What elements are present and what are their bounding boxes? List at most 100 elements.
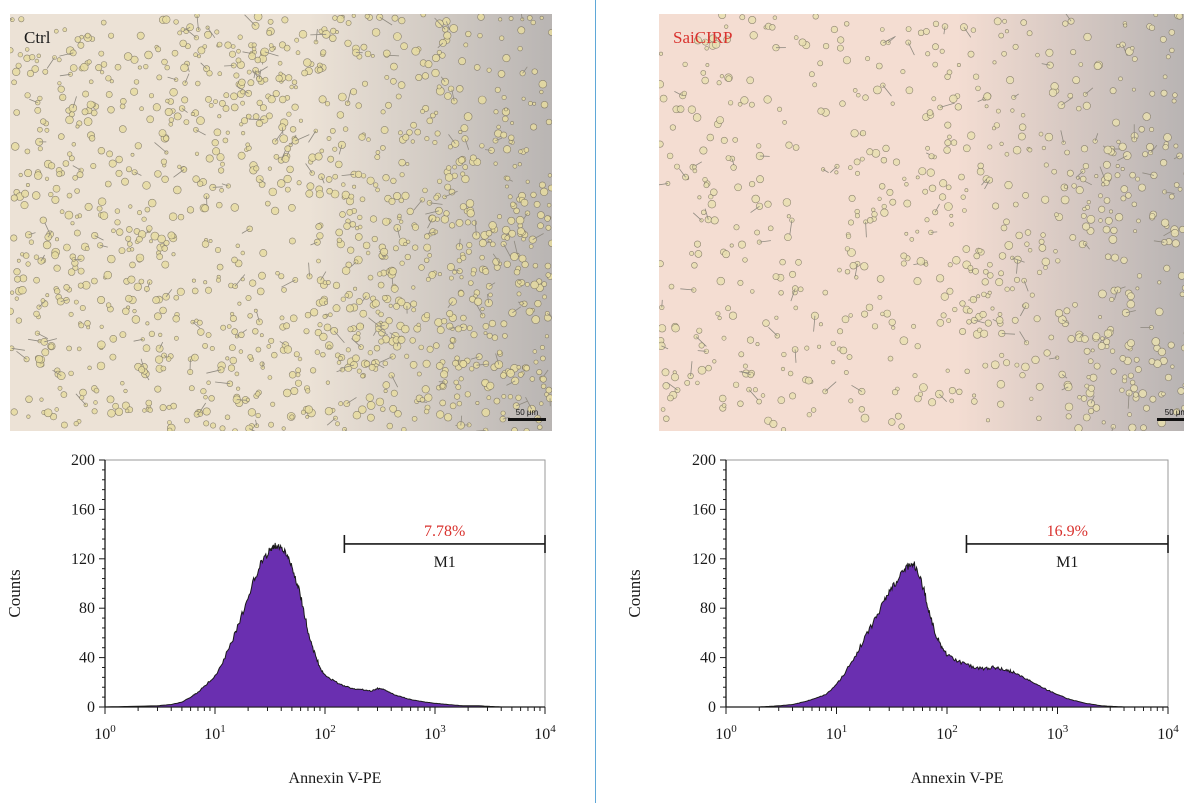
- cell: [540, 355, 546, 362]
- cell: [288, 371, 297, 379]
- cell: [347, 326, 354, 333]
- cell: [537, 424, 543, 430]
- cell: [493, 161, 498, 166]
- cell: [1004, 241, 1014, 250]
- cell: [547, 184, 552, 192]
- cell: [915, 229, 920, 234]
- ctrl-scale-bar-line: [508, 418, 546, 421]
- cell: [471, 220, 477, 226]
- micrograph-background: [659, 14, 1184, 431]
- cell: [245, 142, 250, 148]
- cell-process: [448, 134, 456, 144]
- cell: [1014, 362, 1020, 368]
- cell-process: [264, 51, 279, 57]
- cell: [810, 407, 817, 413]
- cell: [449, 24, 459, 33]
- saicirp-x-tick-label: 104: [1157, 723, 1179, 743]
- ctrl-y-tick-label: 0: [87, 699, 95, 716]
- cell-process: [813, 315, 816, 332]
- cell-process: [333, 330, 345, 343]
- cell: [297, 356, 303, 362]
- cell: [99, 211, 109, 220]
- cell: [105, 75, 112, 82]
- cell-process: [192, 321, 201, 329]
- cell: [233, 72, 240, 79]
- cell: [1102, 225, 1111, 234]
- cell: [727, 100, 734, 106]
- cell: [460, 124, 469, 132]
- cell: [236, 48, 241, 54]
- cell: [340, 296, 346, 302]
- cell: [34, 107, 42, 114]
- cell: [542, 294, 547, 300]
- cell: [1111, 253, 1119, 262]
- cell: [344, 293, 350, 298]
- cell: [444, 173, 454, 182]
- cell: [402, 133, 410, 141]
- cell: [411, 223, 419, 231]
- cell-process: [1079, 333, 1084, 338]
- cell: [1135, 286, 1140, 291]
- cell: [436, 49, 442, 55]
- cell-process: [16, 350, 27, 360]
- cell-process: [907, 42, 915, 56]
- cell-process: [72, 96, 77, 109]
- cell: [278, 273, 285, 280]
- cell: [1001, 50, 1007, 57]
- cell: [1163, 133, 1172, 142]
- cell: [1038, 131, 1044, 137]
- cell: [704, 46, 709, 51]
- cell: [216, 153, 225, 162]
- cell-process: [444, 190, 458, 198]
- cell: [1164, 373, 1173, 382]
- cell: [83, 117, 93, 126]
- cell: [10, 290, 15, 295]
- cell: [508, 229, 516, 238]
- cell-process: [547, 313, 552, 319]
- cell: [216, 41, 223, 48]
- cell-process: [396, 227, 401, 238]
- cell: [197, 46, 206, 55]
- cell: [718, 394, 727, 403]
- cell: [671, 373, 680, 382]
- cell: [203, 420, 210, 427]
- cell: [148, 330, 155, 338]
- cell: [1024, 229, 1032, 236]
- cell: [928, 153, 935, 160]
- cell: [1119, 355, 1127, 362]
- cell-process: [47, 231, 53, 238]
- cell: [115, 228, 124, 236]
- cell: [434, 130, 441, 137]
- cell: [20, 201, 29, 210]
- cell: [1027, 248, 1033, 253]
- cell: [523, 364, 530, 372]
- cell: [748, 181, 756, 188]
- cell: [54, 288, 61, 295]
- cell: [369, 215, 378, 223]
- cell-process: [196, 15, 199, 31]
- cell: [358, 224, 363, 230]
- cell: [398, 16, 406, 25]
- cell: [528, 101, 533, 106]
- cell-process: [378, 328, 388, 336]
- cell: [315, 190, 324, 199]
- cell: [382, 217, 391, 226]
- cell: [855, 170, 861, 176]
- cell: [1129, 171, 1136, 179]
- cell: [192, 175, 200, 183]
- cell: [1163, 264, 1171, 272]
- cell: [213, 128, 222, 137]
- cell: [419, 397, 426, 403]
- cell: [86, 325, 91, 330]
- cell-process: [470, 356, 480, 360]
- ctrl-y-tick-label: 160: [71, 501, 95, 518]
- cell: [836, 44, 844, 52]
- cell: [778, 290, 784, 296]
- cell: [746, 336, 755, 344]
- cell: [518, 149, 523, 154]
- cell: [296, 180, 302, 186]
- cell: [1043, 349, 1051, 357]
- saicirp-gate-label: M1: [1056, 554, 1078, 571]
- cell: [818, 322, 823, 327]
- cell: [846, 354, 853, 360]
